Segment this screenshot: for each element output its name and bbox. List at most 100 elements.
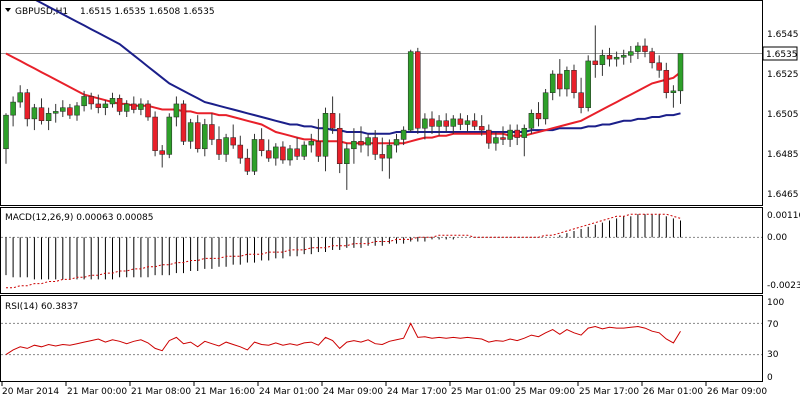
- candle-body: [365, 137, 371, 146]
- bull-candle: [386, 139, 393, 179]
- bull-candle: [407, 49, 414, 132]
- bear-candle: [67, 103, 73, 119]
- candle-body: [521, 127, 528, 138]
- time-ticks: [1, 382, 707, 386]
- bear-candle: [486, 124, 492, 149]
- price-tick: 1.6465: [767, 190, 799, 200]
- bear-candle: [663, 62, 670, 99]
- bear-candle: [38, 98, 45, 125]
- bear-candle: [457, 113, 464, 131]
- bull-candle: [450, 115, 457, 134]
- price-tick: 1.6485: [767, 150, 799, 160]
- candle-body: [443, 120, 449, 127]
- bull-candle: [74, 102, 80, 121]
- candle-body: [74, 105, 80, 116]
- header-dropdown-arrow-icon[interactable]: [5, 8, 11, 12]
- bull-candle: [528, 109, 535, 134]
- bull-candle: [166, 113, 173, 159]
- candle-body: [24, 92, 31, 120]
- candle-body: [407, 51, 414, 131]
- time-label: 20 Mar 2014: [2, 387, 59, 397]
- rsi-tick: 30: [767, 350, 779, 360]
- bear-candle: [500, 126, 506, 146]
- candle-body: [3, 114, 9, 150]
- candle-body: [202, 124, 208, 150]
- candle-body: [422, 118, 428, 129]
- candle-body: [578, 92, 584, 108]
- bear-candle: [180, 100, 187, 146]
- time-label: 21 Mar 16:00: [195, 387, 255, 397]
- candle-body: [166, 116, 173, 155]
- candle-body: [599, 55, 606, 65]
- candle-body: [38, 107, 45, 122]
- bull-candle: [351, 128, 357, 164]
- candle-body: [81, 96, 87, 107]
- ohlc-label: 1.6515 1.6535 1.6508 1.6535: [80, 7, 215, 17]
- macd-label: MACD(12,26,9) 0.00063 0.00085: [5, 213, 154, 223]
- bull-candle: [251, 133, 258, 175]
- rsi-label: RSI(14) 60.3837: [5, 302, 78, 312]
- candle-body: [514, 129, 520, 138]
- bear-candle: [24, 88, 31, 127]
- rsi-tick: 100: [767, 298, 784, 308]
- candle-body: [273, 146, 279, 159]
- bear-candle: [415, 47, 421, 134]
- bull-candle: [635, 42, 641, 60]
- bull-candle: [17, 85, 23, 108]
- candle-body: [10, 101, 16, 116]
- candle-body: [138, 103, 144, 110]
- candle-body: [436, 120, 442, 127]
- candle-body: [60, 107, 66, 112]
- bear-candle: [606, 47, 613, 67]
- bull-candle: [549, 70, 556, 101]
- candle-body: [123, 103, 130, 112]
- candle-body: [415, 51, 421, 129]
- candle-body: [244, 157, 251, 172]
- bull-candle: [670, 85, 677, 108]
- price-axis: 1.6545 1.6525 1.6505 1.6485 1.6465: [767, 30, 799, 200]
- bear-candle: [265, 139, 272, 162]
- candle-body: [180, 103, 187, 142]
- bull-candle: [521, 124, 528, 157]
- candle-body: [557, 73, 563, 90]
- candle-body: [606, 55, 613, 60]
- rsi-axis: 100 70 30 0: [767, 298, 784, 383]
- bull-candle: [620, 49, 627, 65]
- bear-candle: [280, 141, 286, 164]
- rsi-tick: 0: [767, 373, 773, 383]
- bear-candle: [379, 137, 386, 172]
- candle-body: [635, 45, 641, 52]
- bear-candle: [656, 55, 662, 78]
- time-label: 26 Mar 01:00: [643, 387, 703, 397]
- time-label: 24 Mar 09:00: [323, 387, 383, 397]
- candle-body: [386, 144, 393, 159]
- time-label: 21 Mar 00:00: [67, 387, 127, 397]
- bull-candle: [628, 45, 634, 63]
- bear-candle: [571, 64, 577, 99]
- candle-body: [258, 139, 265, 151]
- candle-body: [549, 73, 556, 93]
- bear-candle: [578, 77, 584, 114]
- candle-body: [31, 107, 38, 120]
- candle-body: [585, 60, 591, 108]
- candle-body: [620, 55, 627, 58]
- bear-candle: [514, 124, 520, 146]
- candle-body: [450, 118, 457, 127]
- candle-body: [322, 113, 329, 157]
- bull-candle: [322, 107, 329, 172]
- time-label: 25 Mar 01:00: [451, 387, 511, 397]
- time-label: 25 Mar 09:00: [515, 387, 575, 397]
- bull-candle: [365, 133, 371, 157]
- candle-body: [372, 137, 378, 155]
- candle-body: [457, 118, 464, 125]
- bull-candle: [31, 103, 38, 131]
- candle-body: [251, 139, 258, 172]
- slow-ma-line: [35, 1, 681, 135]
- candle-body: [301, 144, 307, 157]
- rsi-panel-frame: [0, 295, 763, 382]
- bear-candle: [216, 126, 222, 161]
- candle-body: [628, 51, 634, 56]
- candle-body: [677, 53, 684, 92]
- bear-candle: [95, 94, 102, 114]
- candle-body: [216, 139, 222, 155]
